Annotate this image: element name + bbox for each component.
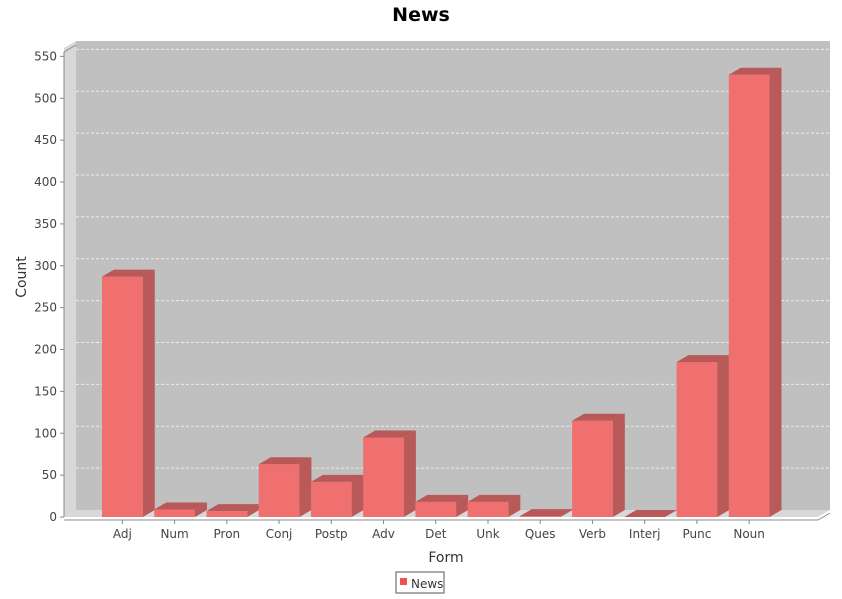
legend: News: [395, 571, 445, 594]
bar-front: [519, 516, 561, 517]
bar-top: [519, 509, 573, 517]
y-axis-label: Count: [14, 256, 30, 298]
bar-num: [154, 502, 207, 517]
bar-pron: [206, 504, 260, 517]
bar-side: [717, 355, 730, 517]
gridlines: [76, 48, 830, 469]
x-tick-label-adj: Adj: [113, 527, 132, 541]
bar-verb: [572, 413, 625, 517]
bar-front: [206, 511, 248, 517]
bar-top: [258, 457, 312, 465]
x-tick-label-verb: Verb: [579, 527, 606, 541]
x-tick-label-interj: Interj: [629, 527, 661, 541]
bar-top: [363, 430, 416, 438]
y-axis: 0 50 100 150 200 250 300 350 400 450 500 550: [34, 44, 77, 524]
x-tick-label-num: Num: [160, 527, 188, 541]
bar-front: [310, 481, 352, 517]
bar-front: [154, 509, 195, 517]
bar-front: [676, 362, 718, 517]
bar-front: [258, 464, 300, 517]
bar-top: [415, 494, 469, 502]
y-tick-label: 200: [34, 343, 57, 357]
bar-side: [769, 67, 782, 518]
bar-front: [415, 501, 457, 517]
bar-side: [456, 494, 469, 517]
bar-adj: [102, 269, 155, 517]
x-tick-label-punc: Punc: [682, 527, 711, 541]
y-tick-label: 0: [49, 510, 57, 524]
y-tick-label: 50: [42, 468, 57, 482]
bar-det: [415, 494, 469, 517]
y-tick-label: 150: [34, 384, 57, 398]
bar-unk: [467, 494, 521, 517]
bar-front: [467, 501, 509, 517]
bar-top: [102, 269, 155, 277]
bar-side: [142, 269, 155, 517]
y-tick-label: 300: [34, 259, 57, 273]
x-tick-label-adv: Adv: [372, 527, 395, 541]
x-tick-label-unk: Unk: [476, 527, 499, 541]
chart-title: News: [392, 4, 450, 26]
x-tick-label-postp: Postp: [315, 527, 348, 541]
bar-top: [467, 494, 521, 502]
x-tick-label-pron: Pron: [214, 527, 241, 541]
bar-top: [624, 510, 678, 517]
legend-box: [395, 571, 445, 594]
y-tick-label: 400: [34, 175, 57, 189]
bar-ques: [519, 509, 573, 517]
y-tick-label: 450: [34, 133, 57, 147]
y-tick-label: 550: [34, 49, 57, 63]
x-tick-label-det: Det: [425, 527, 447, 541]
y-tick-label: 250: [34, 301, 57, 315]
bar-side: [194, 502, 207, 517]
bar-front: [363, 437, 404, 517]
bar-postp: [310, 474, 364, 517]
bar-front: [572, 420, 613, 517]
bar-side: [508, 494, 521, 517]
bar-noun: [728, 67, 782, 518]
bar-side: [612, 413, 625, 517]
bar-top: [154, 502, 207, 510]
y-axis-depth-line: [63, 44, 77, 53]
bar-side: [403, 430, 416, 517]
bar-top: [572, 413, 625, 421]
bar-conj: [258, 457, 312, 517]
x-tick-label-ques: Ques: [525, 527, 556, 541]
bar-front: [728, 74, 770, 518]
x-axis-label: Form: [428, 550, 463, 566]
x-axis-depth-line: [817, 512, 831, 521]
bar-top: [728, 67, 782, 75]
x-tick-label-conj: Conj: [266, 527, 293, 541]
bar-top: [310, 474, 364, 482]
bar-front: [102, 276, 143, 517]
bar-side: [351, 474, 364, 517]
bar-side: [560, 509, 573, 517]
bar-punc: [676, 355, 730, 517]
x-tick-label-noun: Noun: [733, 527, 765, 541]
bar-side: [247, 504, 260, 517]
plot-left-wall: [64, 41, 76, 517]
bars: [102, 67, 782, 518]
bar-top: [676, 355, 730, 363]
y-tick-label: 100: [34, 426, 57, 440]
y-tick-label: 350: [34, 217, 57, 231]
legend-label: News: [411, 577, 443, 591]
plot-back-wall: [76, 41, 830, 510]
bar-interj: [624, 510, 678, 517]
x-axis: Adj Num Pron Conj Postp Adv Det Unk Ques Verb Inte…: [64, 512, 831, 541]
y-tick-label: 500: [34, 91, 57, 105]
bar-adv: [363, 430, 416, 517]
bar-top: [206, 504, 260, 512]
bar-side: [299, 457, 312, 517]
legend-swatch: [400, 578, 407, 585]
